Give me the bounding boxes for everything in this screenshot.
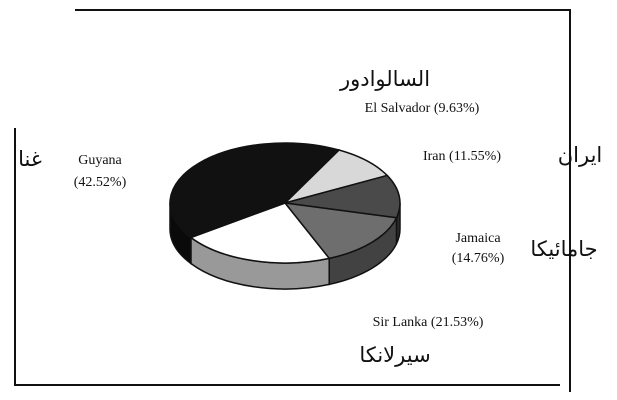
category-label: El Salvador	[365, 101, 431, 116]
slice-label: Iran (11.55%)	[423, 149, 501, 164]
local-label: جامائیکا	[530, 237, 597, 261]
value-label: (9.63%)	[434, 101, 480, 116]
value-label: (42.52%)	[74, 175, 127, 190]
category-label: Sir Lanka	[373, 315, 429, 330]
local-label: سیرلانکا	[359, 343, 430, 367]
slice	[169, 142, 341, 239]
slice	[189, 202, 331, 264]
slice	[284, 174, 401, 219]
frame	[14, 9, 571, 392]
slice-label: Sir Lanka (21.53%)	[373, 315, 484, 330]
slice-label: El Salvador (9.63%)	[365, 101, 480, 116]
category-label: Guyana	[78, 153, 122, 168]
category-label: Jamaica	[455, 231, 501, 246]
value-label: (11.55%)	[449, 149, 501, 164]
local-label: غنا	[18, 147, 42, 171]
local-label: السالوادور	[339, 67, 430, 91]
value-label: (21.53%)	[431, 315, 484, 330]
pie	[169, 142, 401, 290]
category-label: Iran	[423, 149, 446, 164]
value-label: (14.76%)	[452, 251, 505, 266]
slice	[283, 202, 398, 260]
local-label: ایران	[558, 143, 603, 167]
